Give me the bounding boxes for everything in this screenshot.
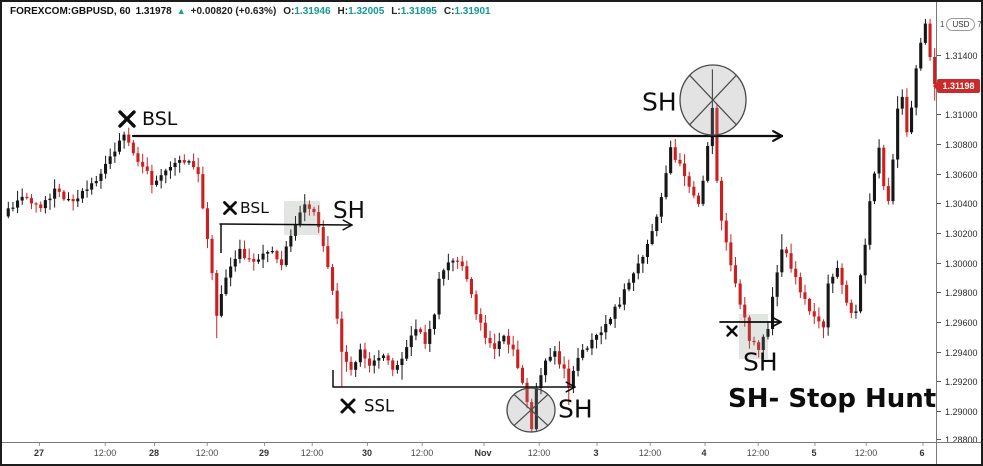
svg-text:SH: SH: [333, 198, 365, 224]
ssl-annotation: SSL: [332, 370, 576, 416]
price-axis-label: 1.29400: [937, 348, 978, 358]
time-axis-label: 12:00: [528, 443, 550, 458]
svg-text:SH: SH: [558, 395, 593, 424]
time-axis-label: Nov: [474, 443, 492, 458]
price-change: +0.00820 (+0.63%): [190, 6, 277, 17]
stop-hunt-minor-annotation: SH: [719, 316, 782, 377]
last-price-tag: 1.31198: [933, 79, 980, 93]
last-price: 1.31978: [135, 6, 172, 17]
time-axis-label: 12:00: [747, 443, 769, 458]
time-axis-label: 27: [34, 443, 44, 458]
price-axis-label: 1.30400: [937, 199, 978, 209]
price-axis-label: 1.29600: [937, 318, 978, 328]
stop-hunt-legend: SH- Stop Hunt: [728, 384, 936, 414]
price-axis-label: 1.29800: [937, 288, 978, 298]
axis-corner: [936, 442, 981, 464]
svg-text:BSL: BSL: [240, 199, 269, 217]
currency-pill[interactable]: USD: [946, 18, 976, 31]
time-axis-label: 3: [593, 443, 599, 458]
time-axis-label: 12:00: [411, 443, 433, 458]
time-axis-label: 12:00: [196, 443, 218, 458]
time-axis-label: 12:00: [855, 443, 877, 458]
time-axis-label: 12:00: [94, 443, 116, 458]
price-axis-label: 1.28800: [937, 435, 978, 445]
high-value: H:1.32005: [337, 6, 385, 17]
close-value: C:1.31901: [443, 6, 491, 17]
price-axis-label: 1.30600: [937, 170, 978, 180]
open-value: O:1.31946: [283, 6, 331, 17]
time-axis-label: 30: [362, 443, 372, 458]
stop-hunt-circle-top: SH: [642, 64, 747, 136]
highlight-zones: [284, 201, 768, 359]
bsl-main-annotation: BSL: [118, 108, 784, 142]
svg-text:SH: SH: [743, 348, 778, 377]
time-axis-label: 5: [811, 443, 817, 458]
time-axis-label: 4: [701, 443, 707, 458]
price-axis-label: 1.30200: [937, 229, 978, 239]
time-axis[interactable]: 27 12:00 28 12:00 29 12:00 30 12:00 Nov 12:00 3 12:…: [2, 442, 937, 464]
symbol-header: FOREXCOM:GBPUSD, 60 1.31978 ▲ +0.00820 (…: [10, 6, 491, 17]
symbol-title[interactable]: FOREXCOM:GBPUSD, 60: [10, 6, 131, 17]
price-axis-label: 1.29200: [937, 377, 978, 387]
price-axis-label: 1.30800: [937, 140, 978, 150]
legend-text: SH- Stop Hunt: [728, 384, 936, 414]
time-axis-label: 12:00: [639, 443, 661, 458]
axis-unit-button[interactable]: 1 USD 7: [940, 18, 982, 31]
bsl-minor-annotation: BSL SH: [219, 198, 365, 253]
low-value: L:1.31895: [391, 6, 437, 17]
up-arrow-icon: ▲: [176, 6, 186, 16]
stop-hunt-circle-bottom: SH: [506, 387, 593, 433]
price-axis-label: 1.31000: [937, 110, 978, 120]
time-axis-label: 28: [149, 443, 159, 458]
svg-text:BSL: BSL: [142, 108, 178, 130]
time-axis-label: 12:00: [301, 443, 323, 458]
price-axis[interactable]: 1 USD 7 1.31198 1.31400 1.31000 1.30800 1.3…: [933, 2, 982, 445]
price-axis-label: 1.30000: [937, 259, 978, 269]
time-axis-label: 6: [919, 443, 925, 458]
svg-text:SSL: SSL: [364, 397, 395, 416]
price-axis-label: 1.31400: [937, 51, 978, 61]
candlestick-series: [6, 18, 937, 433]
time-axis-label: 29: [259, 443, 269, 458]
price-axis-label: 1.29000: [937, 407, 978, 417]
svg-text:SH: SH: [642, 88, 677, 117]
